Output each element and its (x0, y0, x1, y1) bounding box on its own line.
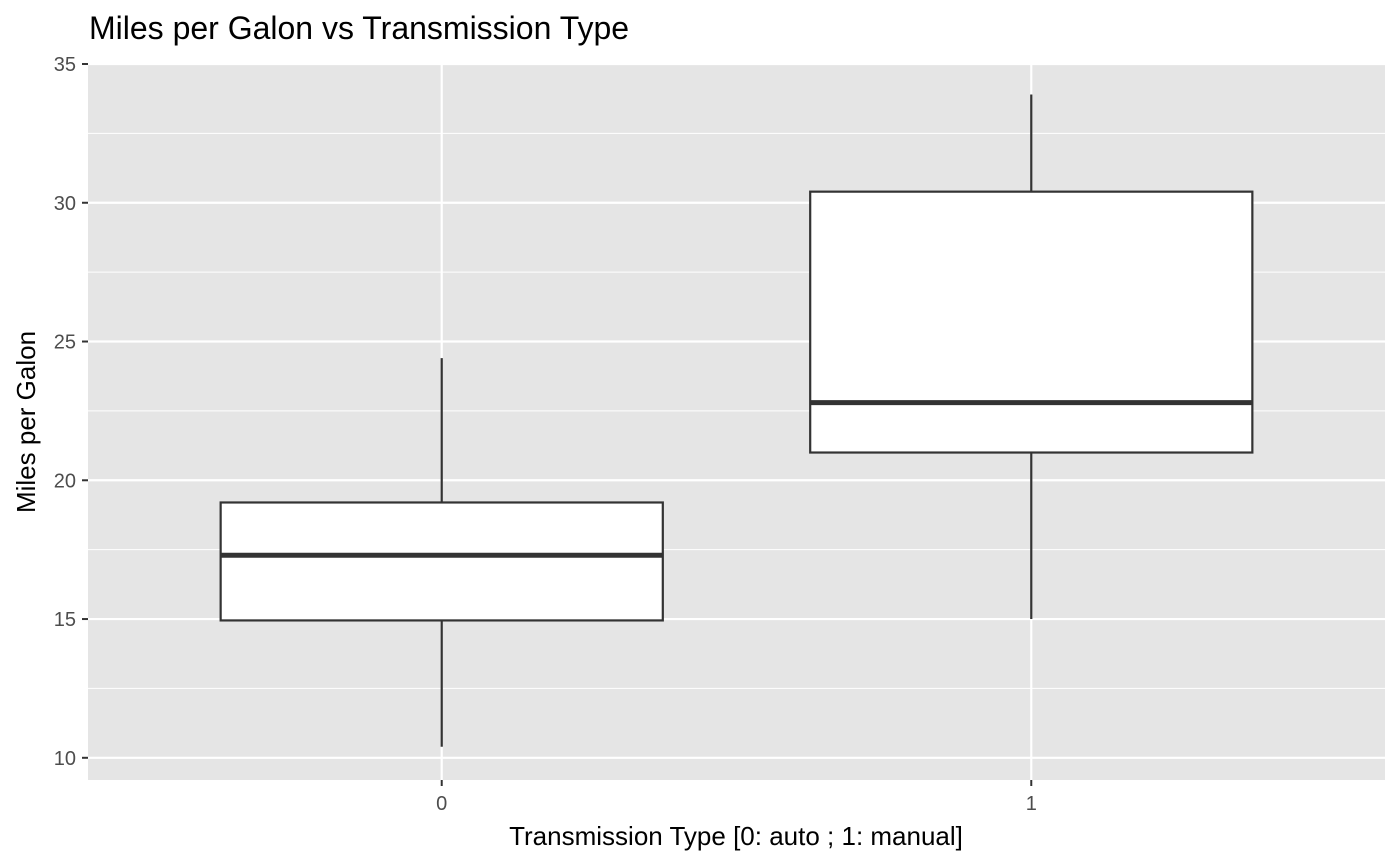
y-axis: 10 15 20 25 30 35 (54, 54, 88, 770)
y-axis-title: Miles per Galon (11, 331, 41, 513)
x-tick-label: 0 (436, 793, 447, 815)
box-group (219, 94, 1254, 747)
y-tick-label: 10 (54, 748, 76, 770)
y-tick-label: 20 (54, 470, 76, 492)
y-tick-label: 30 (54, 193, 76, 215)
chart-title: Miles per Galon vs Transmission Type (89, 10, 629, 46)
box-iqr (809, 190, 1254, 454)
x-tick-label: 1 (1026, 793, 1037, 815)
y-tick-label: 25 (54, 332, 76, 354)
y-tick-label: 15 (54, 609, 76, 631)
box-iqr (219, 501, 664, 622)
x-axis-title: Transmission Type [0: auto ; 1: manual] (509, 821, 963, 851)
y-tick-label: 35 (54, 54, 76, 76)
